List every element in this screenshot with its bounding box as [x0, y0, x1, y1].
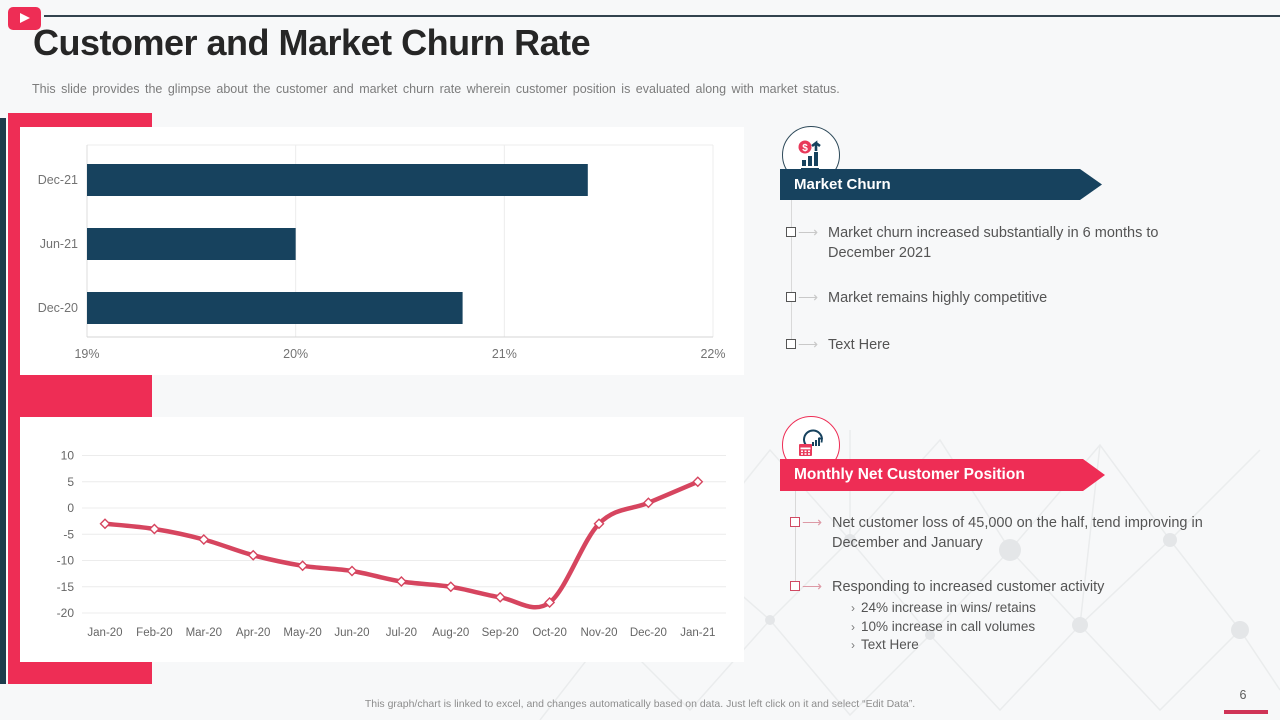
bullet-text: Market churn increased substantially in …: [828, 225, 1159, 261]
page-number-accent: [1224, 710, 1268, 714]
svg-text:10: 10: [61, 449, 75, 463]
square-bullet-icon: [786, 227, 796, 237]
chevron-icon: ›: [851, 638, 855, 653]
svg-text:Feb-20: Feb-20: [136, 627, 172, 639]
bullet-item: ⟶ Net customer loss of 45,000 on the hal…: [790, 514, 1270, 553]
market-churn-bar-chart[interactable]: 19% 20% 21% 22% Dec-21 Jun-21 Dec-20: [20, 127, 744, 375]
market-churn-banner-label: Market Churn: [794, 176, 891, 193]
arrow-icon: ⟶: [798, 224, 819, 240]
bullet-item: ⟶ Responding to increased customer activ…: [790, 578, 1270, 598]
svg-text:5: 5: [67, 475, 74, 489]
footer-note: This graph/chart is linked to excel, and…: [364, 698, 916, 710]
svg-text:-5: -5: [63, 527, 74, 541]
sub-bullet-list: › 24% increase in wins/ retains › 10% incr…: [851, 599, 1036, 655]
svg-text:Aug-20: Aug-20: [432, 627, 469, 639]
line-chart-svg: 10 5 0 -5 -10 -15 -20 Jan-20 Feb-20 Mar-20 Apr-20 M…: [57, 449, 726, 639]
bullet-text: Text Here: [828, 337, 891, 353]
svg-text:Jun-21: Jun-21: [40, 237, 78, 251]
bullet-connector-line: [795, 491, 796, 586]
svg-text:21%: 21%: [492, 347, 517, 361]
svg-text:Jan-20: Jan-20: [87, 627, 122, 639]
net-position-banner-label: Monthly Net Customer Position: [794, 466, 1025, 483]
bullet-connector-line: [791, 200, 792, 345]
svg-text:Jun-20: Jun-20: [334, 627, 369, 639]
sub-bullet-text: 10% increase in call volumes: [861, 618, 1036, 634]
sub-bullet: › 24% increase in wins/ retains: [851, 599, 1036, 618]
bullet-item: ⟶ Market remains highly competitive: [786, 289, 1256, 309]
bullet-text: Net customer loss of 45,000 on the half,…: [832, 515, 1203, 551]
svg-text:Dec-20: Dec-20: [38, 301, 78, 315]
arrow-icon: ⟶: [798, 336, 819, 352]
bullet-item: ⟶ Market churn increased substantially i…: [786, 224, 1256, 263]
svg-text:May-20: May-20: [283, 627, 321, 639]
sub-bullet-text: Text Here: [861, 637, 919, 653]
svg-text:-20: -20: [57, 606, 75, 620]
net-position-banner[interactable]: Monthly Net Customer Position: [780, 459, 1105, 491]
page-number: 6: [1239, 688, 1247, 702]
arrow-icon: ⟶: [802, 514, 823, 530]
svg-text:Jan-21: Jan-21: [680, 627, 715, 639]
svg-text:Jul-20: Jul-20: [386, 627, 417, 639]
svg-text:Oct-20: Oct-20: [532, 627, 567, 639]
svg-text:0: 0: [67, 501, 74, 515]
sub-bullet: › Text Here: [851, 636, 1036, 655]
bullet-item: ⟶ Text Here: [786, 336, 1256, 356]
page-subtitle: This slide provides the glimpse about th…: [32, 82, 840, 96]
svg-text:Sep-20: Sep-20: [482, 627, 519, 639]
bullet-text: Market remains highly competitive: [828, 290, 1048, 306]
svg-text:Apr-20: Apr-20: [236, 627, 271, 639]
market-churn-banner[interactable]: Market Churn: [780, 169, 1102, 200]
svg-text:-10: -10: [57, 554, 75, 568]
arrow-icon: ⟶: [802, 578, 823, 594]
svg-text:22%: 22%: [700, 347, 725, 361]
left-accent-strip: [0, 118, 6, 684]
bar-chart-svg: 19% 20% 21% 22% Dec-21 Jun-21 Dec-20: [38, 144, 726, 361]
svg-text:Dec-20: Dec-20: [630, 627, 667, 639]
play-triangle: [20, 13, 30, 23]
sub-bullet-text: 24% increase in wins/ retains: [861, 600, 1036, 615]
svg-text:Dec-21: Dec-21: [38, 173, 78, 187]
svg-text:Nov-20: Nov-20: [580, 627, 617, 639]
svg-text:20%: 20%: [283, 347, 308, 361]
page-title: Customer and Market Churn Rate: [33, 22, 591, 63]
square-bullet-icon: [790, 517, 800, 527]
sub-bullet: › 10% increase in call volumes: [851, 618, 1036, 637]
net-position-line-chart[interactable]: 10 5 0 -5 -10 -15 -20 Jan-20 Feb-20 Mar-20 Apr-20 M…: [20, 417, 744, 662]
play-icon: [8, 7, 41, 30]
header-rule: [44, 15, 1280, 17]
chevron-icon: ›: [851, 619, 855, 634]
square-bullet-icon: [790, 581, 800, 591]
bullet-text: Responding to increased customer activit…: [832, 579, 1105, 595]
svg-text:19%: 19%: [74, 347, 99, 361]
square-bullet-icon: [786, 339, 796, 349]
svg-text:-15: -15: [57, 580, 75, 594]
svg-text:$: $: [802, 143, 808, 154]
svg-text:Mar-20: Mar-20: [186, 627, 222, 639]
square-bullet-icon: [786, 292, 796, 302]
chevron-icon: ›: [851, 601, 855, 615]
arrow-icon: ⟶: [798, 289, 819, 305]
